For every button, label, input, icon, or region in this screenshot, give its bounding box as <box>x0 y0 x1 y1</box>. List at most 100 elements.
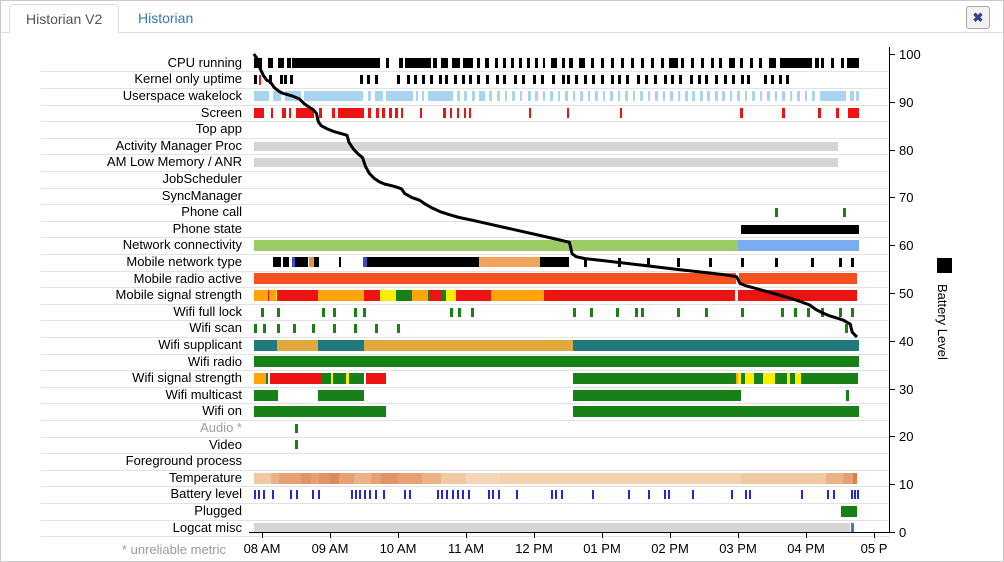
timeline-segment <box>759 58 762 68</box>
timeline-tick <box>663 75 667 85</box>
tab-historian-v2[interactable]: Historian V2 <box>9 4 120 34</box>
timeline-tick <box>567 75 571 85</box>
timeline-tick <box>697 75 701 85</box>
timeline-tick <box>469 75 473 85</box>
timeline-tick <box>810 257 814 267</box>
timeline-segment <box>550 91 553 102</box>
timeline-segment <box>368 107 371 118</box>
timeline-tick <box>839 257 843 267</box>
timeline-segment <box>619 107 623 118</box>
row-label: Phone call <box>181 204 242 220</box>
timeline-segment <box>729 58 736 68</box>
timeline-tick <box>269 75 273 85</box>
y-axis-tick-label: 40 <box>899 333 914 349</box>
timeline-segment <box>268 58 273 68</box>
timeline-segment <box>374 91 384 102</box>
row-label: Plugged <box>194 502 242 518</box>
timeline-segment <box>535 58 539 68</box>
timeline-tick <box>284 75 288 85</box>
y-axis-tick <box>889 149 895 151</box>
timeline-segment <box>396 289 413 301</box>
timeline-segment <box>512 91 515 102</box>
timeline-segment <box>821 58 824 68</box>
x-axis-tick-label: 01 PM <box>583 541 621 556</box>
timeline-segment <box>510 58 514 68</box>
timeline-segment <box>311 472 320 484</box>
timeline-segment <box>278 58 284 68</box>
timeline-tick <box>289 75 293 85</box>
timeline-tick <box>845 324 849 334</box>
timeline-segment <box>774 91 778 102</box>
timeline-segment <box>572 406 860 418</box>
timeline-tick <box>358 490 361 500</box>
timeline-segment <box>542 91 546 102</box>
timeline-segment <box>330 372 333 384</box>
timeline-segment <box>308 257 314 268</box>
gridline <box>41 502 889 504</box>
battery-level-axis-label: Battery Level <box>935 284 950 360</box>
timeline-tick <box>461 75 465 85</box>
x-axis-tick <box>466 532 467 538</box>
timeline-tick <box>592 490 595 500</box>
timeline-tick <box>439 75 443 85</box>
timeline-segment <box>602 91 606 102</box>
timeline-segment <box>736 372 738 384</box>
y-axis-tick <box>889 484 895 486</box>
timeline-segment <box>270 107 273 118</box>
timeline-segment <box>544 289 736 301</box>
timeline-tick <box>492 490 495 500</box>
timeline-tick <box>403 490 406 500</box>
y-axis-tick <box>889 54 895 55</box>
y-axis-tick-label: 80 <box>899 142 914 158</box>
timeline-segment <box>366 372 386 384</box>
timeline-tick <box>764 75 768 85</box>
timeline-segment <box>478 91 485 102</box>
timeline-segment <box>270 372 322 384</box>
gridline <box>41 403 889 405</box>
timeline-segment <box>661 58 664 68</box>
timeline-segment <box>332 372 347 384</box>
timeline-segment <box>759 91 763 102</box>
timeline-segment <box>253 472 271 484</box>
y-axis-tick <box>889 532 895 533</box>
timeline-segment <box>710 58 715 68</box>
timeline-segment <box>419 107 422 118</box>
timeline-segment <box>253 273 736 285</box>
timeline-segment <box>669 58 679 68</box>
y-axis-tick-label: 90 <box>899 94 914 110</box>
x-axis-tick-label: 04 PM <box>787 541 825 556</box>
timeline-tick <box>644 75 648 85</box>
timeline-segment <box>291 58 381 68</box>
row-label: Wifi scan <box>189 320 242 336</box>
timeline-segment <box>787 372 790 384</box>
timeline-segment <box>317 289 364 301</box>
timeline-segment <box>288 107 292 118</box>
timeline-tick <box>253 75 257 85</box>
x-axis-tick <box>330 532 331 538</box>
row-label: AM Low Memory / ANR <box>106 154 242 170</box>
timeline-tick <box>458 307 462 317</box>
timeline-tick <box>676 257 680 267</box>
timeline-tick <box>452 490 455 500</box>
timeline-segment <box>625 91 628 102</box>
gridline <box>41 419 889 421</box>
tab-historian[interactable]: Historian <box>138 10 194 26</box>
close-icon[interactable]: ✖ <box>966 6 990 29</box>
row-label: Mobile network type <box>126 253 242 269</box>
timeline-tick <box>333 324 337 334</box>
timeline-tick <box>550 490 553 500</box>
timeline-tick <box>477 75 481 85</box>
timeline-tick <box>740 257 744 267</box>
timeline-segment <box>445 289 456 301</box>
timeline-tick <box>503 75 507 85</box>
timeline-tick <box>705 307 709 317</box>
row-label: Video <box>208 436 242 452</box>
timeline-segment <box>253 339 277 351</box>
timeline-tick <box>740 75 744 85</box>
timeline-tick <box>522 75 526 85</box>
timeline-tick <box>312 490 314 500</box>
timeline-segment <box>381 472 398 484</box>
timeline-segment <box>780 58 813 68</box>
timeline-segment <box>801 372 858 384</box>
timeline-segment <box>455 289 492 301</box>
